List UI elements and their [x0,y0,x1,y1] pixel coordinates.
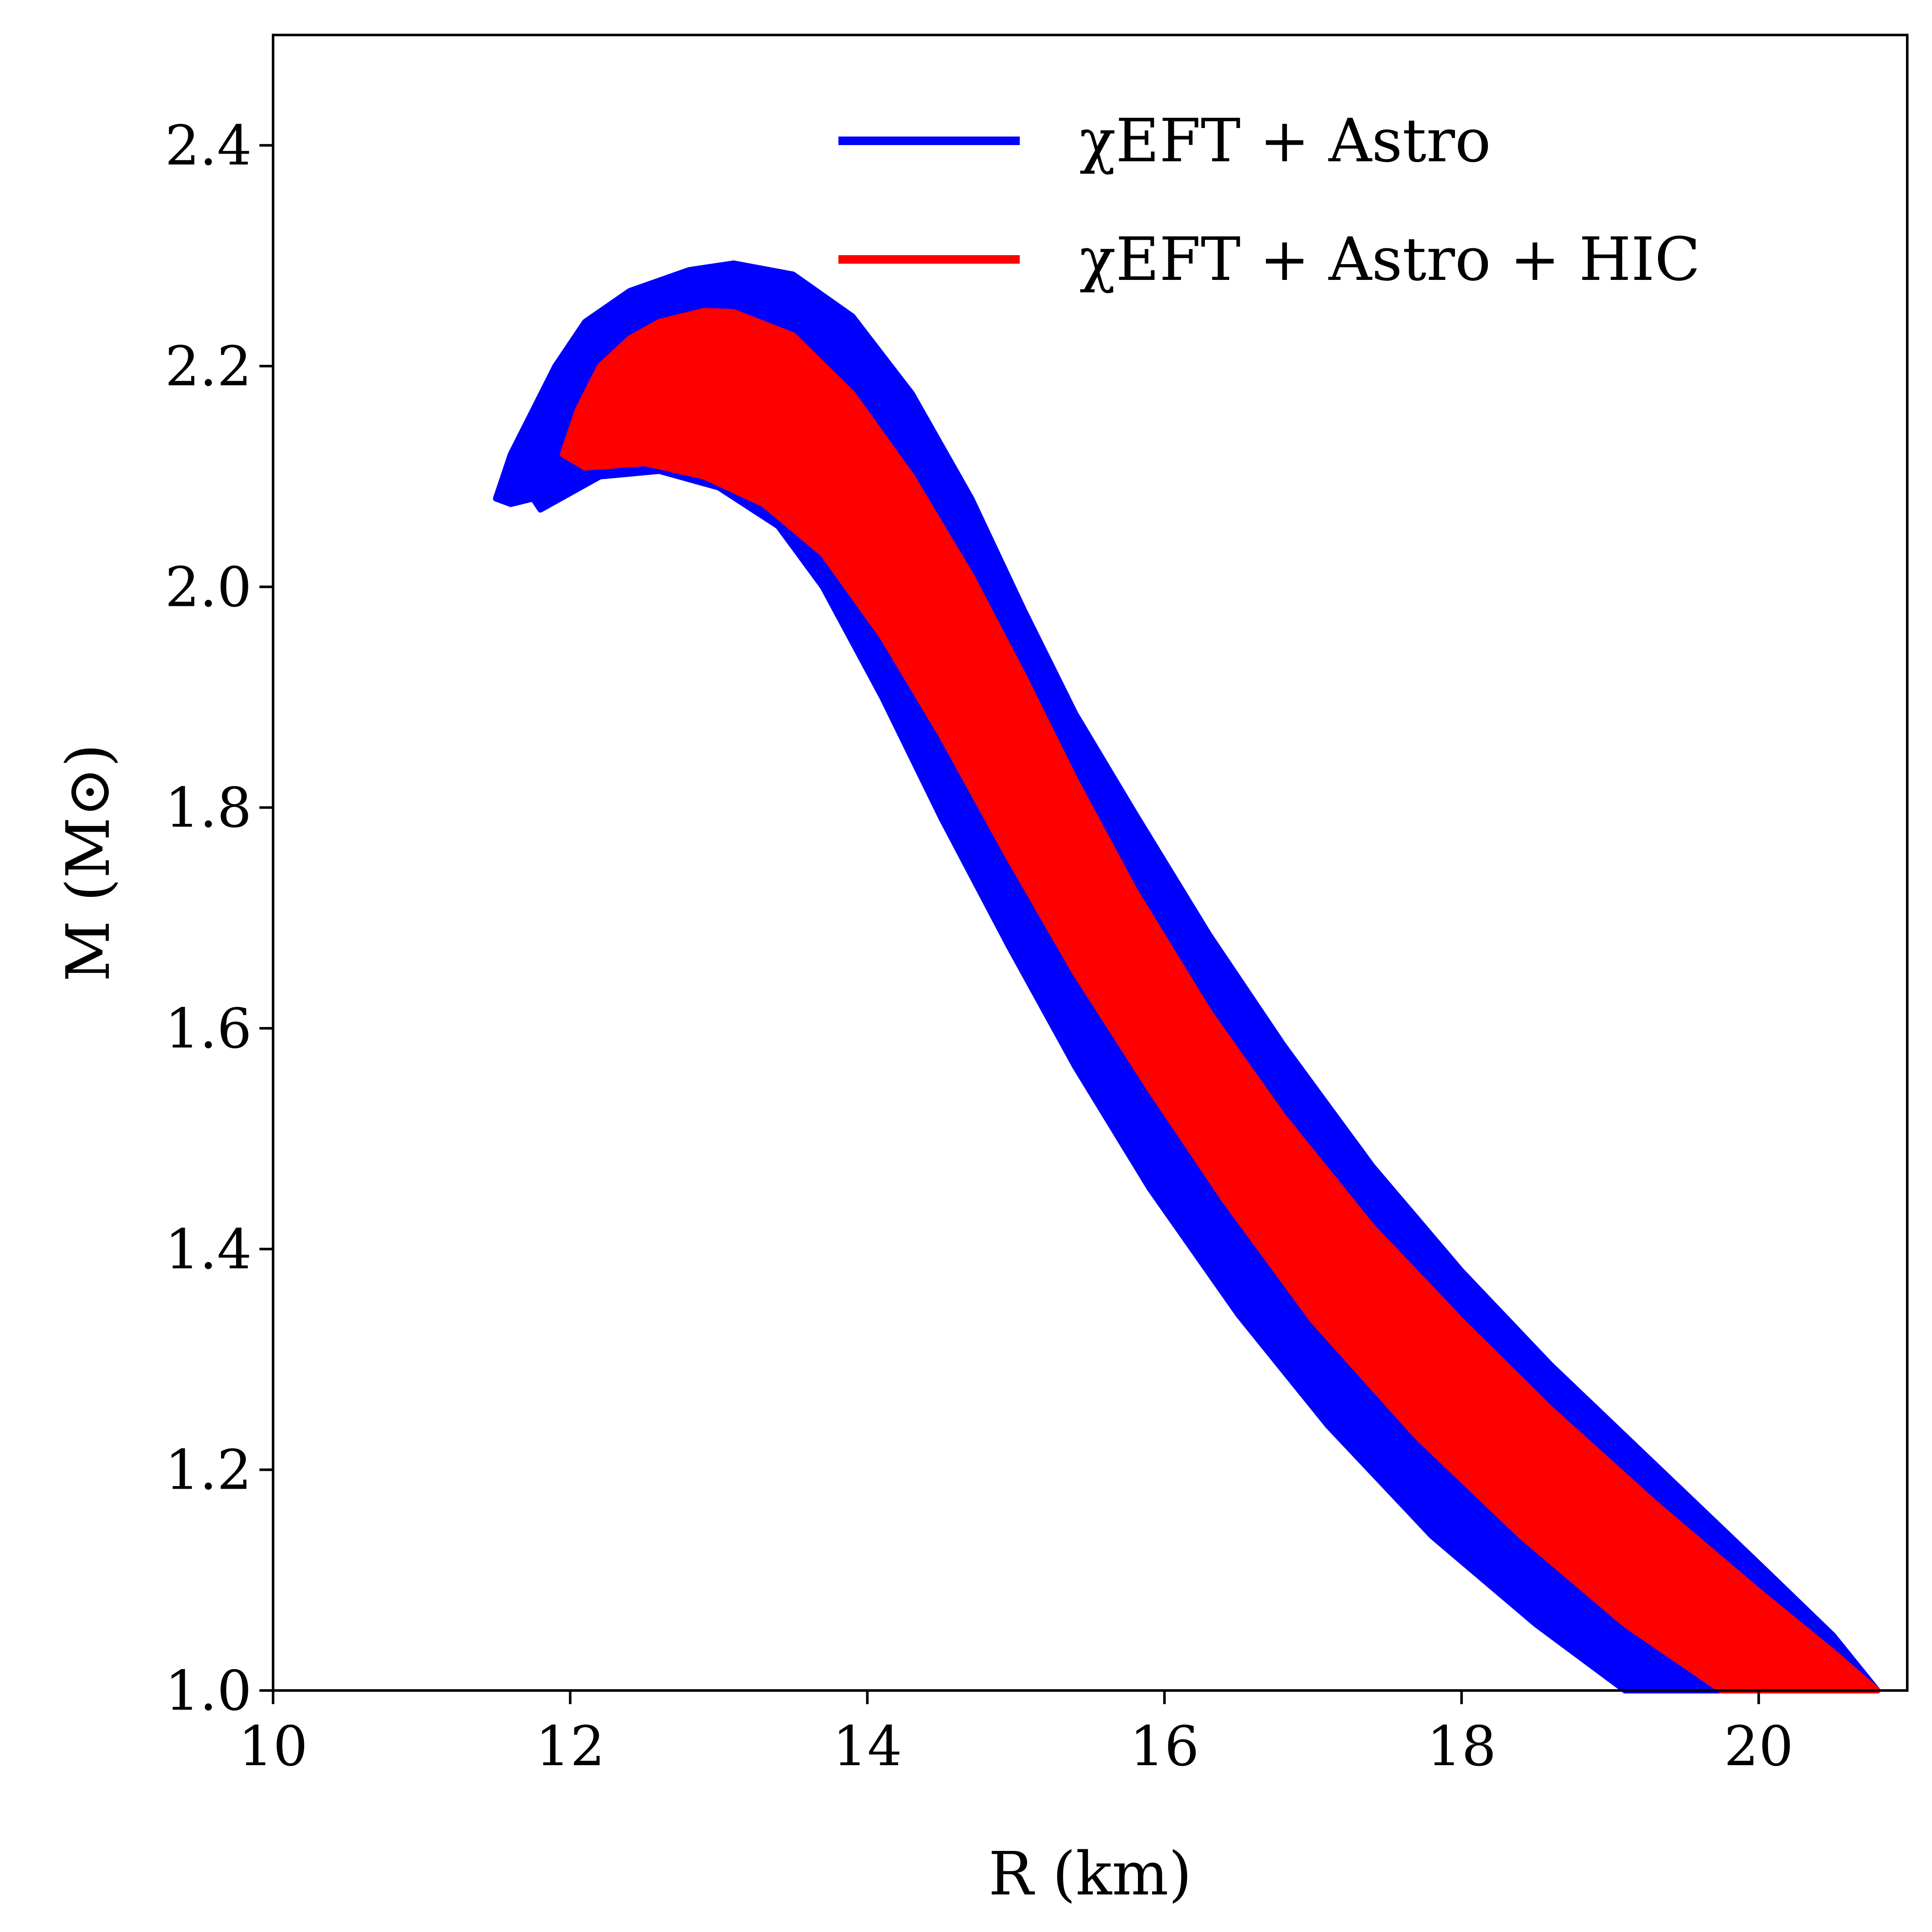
x-axis-label: R (km) [989,1839,1192,1909]
series-band-1 [560,308,1881,1693]
y-axis-label: M (M⊙) [54,744,123,982]
ticks-layer: 10 12 14 16 18 20 1.0 1.2 1.4 1.6 1.8 2.0 2.2 2.4 [165,114,1793,1778]
x-tick-label: 14 [832,1715,902,1778]
x-tick-label: 18 [1427,1715,1496,1778]
x-tick-label: 20 [1724,1715,1793,1778]
legend: χEFT + Astro χEFT + Astro + HIC [838,106,1700,294]
legend-label-astro: χEFT + Astro [1079,106,1491,176]
y-tick-label: 2.0 [165,556,252,619]
x-tick-label: 16 [1130,1715,1199,1778]
y-tick-label: 2.2 [165,335,252,399]
x-tick-label: 12 [535,1715,605,1778]
legend-label-astro-hic: χEFT + Astro + HIC [1079,225,1700,294]
plot-frame [272,34,1909,1692]
x-tick-label: 10 [239,1715,308,1778]
y-tick-label: 1.6 [165,997,252,1061]
y-tick-label: 1.0 [165,1659,252,1723]
y-tick-label: 2.4 [165,114,252,178]
y-tick-label: 1.4 [165,1218,252,1281]
y-tick-label: 1.8 [165,777,252,840]
y-tick-label: 1.2 [165,1439,252,1502]
series-layer [493,260,1881,1693]
